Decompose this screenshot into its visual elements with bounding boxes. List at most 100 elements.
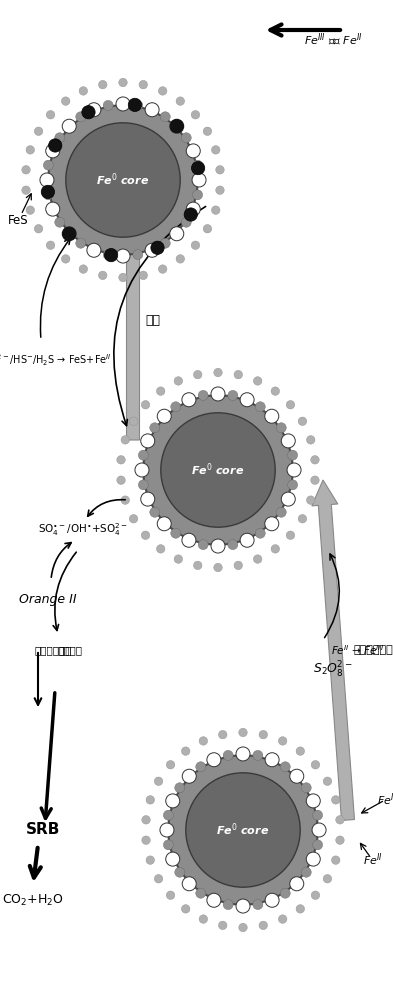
Circle shape xyxy=(276,507,286,517)
Circle shape xyxy=(311,891,320,899)
Circle shape xyxy=(323,777,332,786)
Circle shape xyxy=(141,531,150,539)
Circle shape xyxy=(103,100,113,110)
Circle shape xyxy=(157,409,171,423)
Text: Fe$^0$ core: Fe$^0$ core xyxy=(96,172,150,188)
Circle shape xyxy=(141,401,150,409)
Circle shape xyxy=(133,250,143,260)
Circle shape xyxy=(288,450,298,460)
Circle shape xyxy=(323,874,332,883)
Circle shape xyxy=(46,202,60,216)
Circle shape xyxy=(265,893,279,907)
Circle shape xyxy=(311,761,320,769)
Circle shape xyxy=(49,139,62,152)
Circle shape xyxy=(271,387,279,395)
Text: Fe$^{III}$: Fe$^{III}$ xyxy=(377,792,393,808)
Circle shape xyxy=(255,402,265,412)
Circle shape xyxy=(150,507,160,517)
FancyArrow shape xyxy=(312,480,354,820)
Circle shape xyxy=(146,856,154,864)
Circle shape xyxy=(82,106,95,119)
Circle shape xyxy=(240,393,254,407)
Circle shape xyxy=(133,100,143,110)
Circle shape xyxy=(278,737,287,745)
Circle shape xyxy=(146,796,154,804)
Circle shape xyxy=(154,874,163,883)
Circle shape xyxy=(158,87,167,95)
Circle shape xyxy=(99,80,107,89)
Circle shape xyxy=(184,208,197,221)
Circle shape xyxy=(290,769,304,783)
Circle shape xyxy=(129,417,138,426)
Circle shape xyxy=(141,434,155,448)
Circle shape xyxy=(181,133,191,143)
Circle shape xyxy=(46,111,55,119)
Circle shape xyxy=(79,265,88,273)
Circle shape xyxy=(157,517,171,531)
Circle shape xyxy=(174,377,183,385)
Circle shape xyxy=(186,773,300,887)
Circle shape xyxy=(253,377,262,385)
Circle shape xyxy=(199,915,208,923)
Text: 再生: 再生 xyxy=(145,314,160,326)
Circle shape xyxy=(191,111,200,119)
Circle shape xyxy=(176,97,185,105)
Circle shape xyxy=(48,105,198,255)
Circle shape xyxy=(117,456,125,464)
Circle shape xyxy=(236,899,250,913)
Circle shape xyxy=(138,480,149,490)
Circle shape xyxy=(223,900,233,910)
Circle shape xyxy=(61,255,70,263)
Text: 过硫酸盐活化: 过硫酸盐活化 xyxy=(353,645,393,655)
Circle shape xyxy=(26,206,35,214)
Circle shape xyxy=(135,463,149,477)
Circle shape xyxy=(296,747,305,755)
Circle shape xyxy=(117,476,125,484)
Circle shape xyxy=(219,921,227,930)
Circle shape xyxy=(182,747,190,755)
Circle shape xyxy=(193,370,202,379)
Circle shape xyxy=(163,840,173,850)
Circle shape xyxy=(79,87,88,95)
Circle shape xyxy=(139,271,147,280)
Text: SO$_4^{\bullet-}$/OH$^{\bullet}$+SO$_4^{2-}$: SO$_4^{\bullet-}$/OH$^{\bullet}$+SO$_4^{… xyxy=(38,522,128,538)
Circle shape xyxy=(193,561,202,570)
Circle shape xyxy=(76,238,86,248)
Circle shape xyxy=(281,492,295,506)
Circle shape xyxy=(171,402,181,412)
Circle shape xyxy=(121,496,130,504)
Circle shape xyxy=(166,891,175,899)
Circle shape xyxy=(62,227,76,241)
Circle shape xyxy=(66,123,180,237)
Circle shape xyxy=(296,905,305,913)
Text: FeS: FeS xyxy=(8,214,28,227)
Circle shape xyxy=(240,533,254,547)
Circle shape xyxy=(219,730,227,739)
Circle shape xyxy=(166,852,180,866)
Circle shape xyxy=(198,390,208,400)
Circle shape xyxy=(87,103,101,117)
Circle shape xyxy=(87,243,101,257)
Circle shape xyxy=(26,146,35,154)
Circle shape xyxy=(259,921,268,930)
Circle shape xyxy=(170,120,184,133)
Circle shape xyxy=(234,561,242,570)
Circle shape xyxy=(312,810,323,820)
Circle shape xyxy=(182,769,196,783)
Circle shape xyxy=(141,492,155,506)
Circle shape xyxy=(193,160,202,170)
Circle shape xyxy=(156,545,165,553)
Circle shape xyxy=(276,423,286,433)
Circle shape xyxy=(186,144,200,158)
Circle shape xyxy=(216,186,224,194)
Circle shape xyxy=(160,238,170,248)
Circle shape xyxy=(223,750,233,760)
Circle shape xyxy=(145,243,159,257)
Circle shape xyxy=(228,540,238,550)
Circle shape xyxy=(336,816,344,824)
Circle shape xyxy=(166,761,175,769)
Circle shape xyxy=(255,528,265,538)
Circle shape xyxy=(306,794,320,808)
Circle shape xyxy=(214,368,222,377)
Circle shape xyxy=(239,728,247,737)
